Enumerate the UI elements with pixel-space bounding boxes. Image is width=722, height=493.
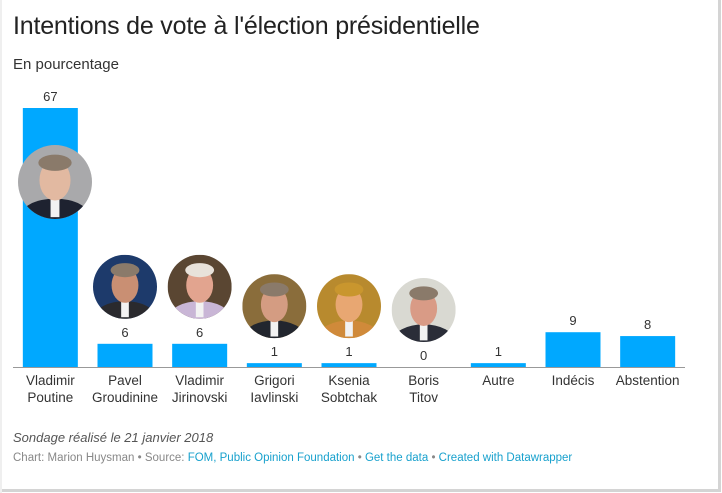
- author-credit: Chart: Marion Huysman: [13, 452, 135, 464]
- category-label: Boris: [408, 373, 439, 388]
- separator: •: [354, 452, 365, 464]
- category-label: Titov: [409, 390, 438, 405]
- candidate-photo: [391, 278, 456, 342]
- candidate-photo: [18, 145, 92, 219]
- source-label: Source:: [144, 452, 188, 464]
- candidate-photo: [242, 274, 307, 339]
- bar: [620, 336, 676, 367]
- bar-value-label: 1: [345, 344, 352, 359]
- category-label: Poutine: [27, 390, 73, 405]
- chart-title: Intentions de vote à l'élection présiden…: [13, 12, 480, 40]
- category-label: Iavlinski: [250, 390, 298, 405]
- datawrapper-link[interactable]: Created with Datawrapper: [438, 452, 573, 464]
- category-label: Sobtchak: [321, 390, 378, 405]
- bar-value-label: 6: [196, 325, 203, 340]
- category-label: Pavel: [108, 373, 142, 388]
- bar: [321, 363, 377, 367]
- bar: [97, 343, 153, 367]
- category-label: Vladimir: [175, 373, 224, 388]
- category-label: Indécis: [552, 373, 595, 388]
- bar: [172, 343, 228, 367]
- category-label: Ksenia: [328, 373, 370, 388]
- bar-value-label: 0: [420, 348, 427, 363]
- bar: [470, 363, 526, 367]
- bar: [545, 332, 601, 367]
- bar: [246, 363, 302, 367]
- candidate-photo: [93, 254, 157, 319]
- bar-value-label: 9: [569, 313, 576, 328]
- separator: •: [428, 452, 439, 464]
- chart-credits: Chart: Marion Huysman • Source: FOM, Pub…: [13, 452, 572, 464]
- frame-left-border: [0, 0, 2, 493]
- bar-value-label: 1: [271, 344, 278, 359]
- bar-value-label: 6: [121, 325, 128, 340]
- category-label: Autre: [482, 373, 514, 388]
- chart-subtitle: En pourcentage: [13, 56, 119, 73]
- bar-value-label: 8: [644, 317, 651, 332]
- bar-value-label: 67: [43, 89, 57, 104]
- get-the-data-link[interactable]: Get the data: [364, 452, 429, 464]
- category-label: Groudinine: [92, 390, 158, 405]
- chart-note: Sondage réalisé le 21 janvier 2018: [13, 430, 214, 445]
- bar-value-label: 1: [495, 344, 502, 359]
- category-label: Grigori: [254, 373, 295, 388]
- bar-chart: 67 Vladimir Poutine 6 Pavel Groudinine 6 Vladim…: [13, 89, 685, 405]
- category-label: Abstention: [616, 373, 680, 388]
- source-link[interactable]: FOM, Public Opinion Foundation: [187, 452, 355, 464]
- category-label: Jirinovski: [172, 390, 228, 405]
- candidate-photo: [167, 254, 232, 319]
- candidate-photo: [317, 274, 381, 339]
- category-label: Vladimir: [26, 373, 75, 388]
- separator: •: [134, 452, 145, 464]
